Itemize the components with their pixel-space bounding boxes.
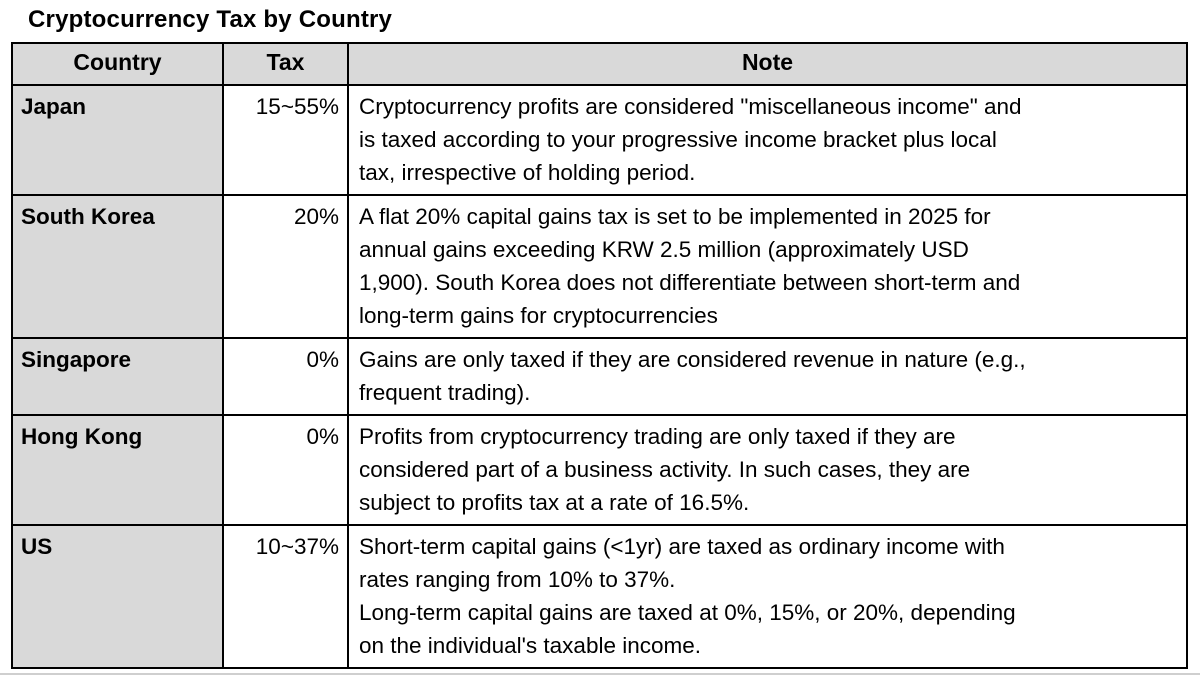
- table-header-row: Country Tax Note: [11, 42, 1188, 86]
- tax-cell: 0%: [222, 337, 349, 416]
- note-cell: Cryptocurrency profits are considered "m…: [347, 84, 1188, 196]
- header-tax: Tax: [222, 42, 349, 86]
- table-row-hong-kong: Hong Kong 0% Profits from cryptocurrency…: [11, 414, 1188, 526]
- tax-cell: 20%: [222, 194, 349, 339]
- note-cell: Short-term capital gains (<1yr) are taxe…: [347, 524, 1188, 669]
- table-row-south-korea: South Korea 20% A flat 20% capital gains…: [11, 194, 1188, 339]
- page-title: Cryptocurrency Tax by Country: [28, 6, 393, 33]
- country-cell: Japan: [11, 84, 224, 196]
- note-cell: Gains are only taxed if they are conside…: [347, 337, 1188, 416]
- tax-cell: 15~55%: [222, 84, 349, 196]
- note-cell: A flat 20% capital gains tax is set to b…: [347, 194, 1188, 339]
- country-cell: Hong Kong: [11, 414, 224, 526]
- header-note: Note: [347, 42, 1188, 86]
- table-row-us: US 10~37% Short-term capital gains (<1yr…: [11, 524, 1188, 669]
- table-row-japan: Japan 15~55% Cryptocurrency profits are …: [11, 84, 1188, 196]
- page-bottom-divider: [0, 673, 1200, 675]
- crypto-tax-table: Country Tax Note Japan 15~55% Cryptocurr…: [11, 42, 1188, 669]
- country-cell: South Korea: [11, 194, 224, 339]
- country-cell: US: [11, 524, 224, 669]
- tax-cell: 10~37%: [222, 524, 349, 669]
- tax-cell: 0%: [222, 414, 349, 526]
- note-cell: Profits from cryptocurrency trading are …: [347, 414, 1188, 526]
- country-cell: Singapore: [11, 337, 224, 416]
- header-country: Country: [11, 42, 224, 86]
- table-row-singapore: Singapore 0% Gains are only taxed if the…: [11, 337, 1188, 416]
